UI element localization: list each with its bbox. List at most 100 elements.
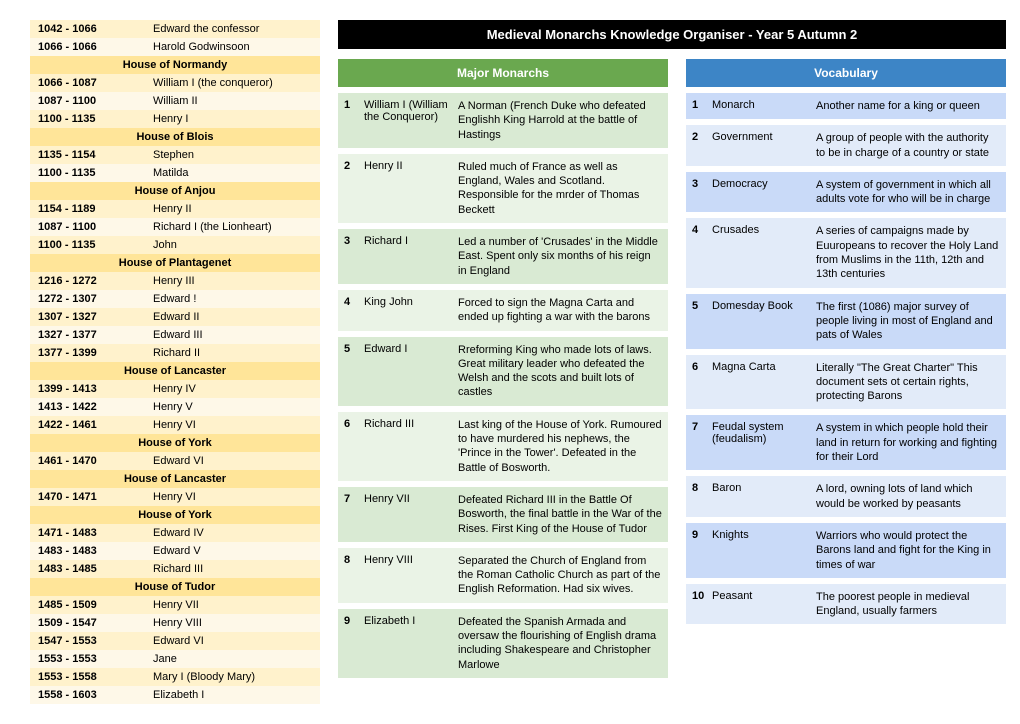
house-header: House of Tudor — [30, 578, 320, 596]
vocab-row: 3DemocracyA system of government in whic… — [686, 172, 1006, 213]
row-term: Henry II — [364, 154, 454, 178]
monarch-row: 4King JohnForced to sign the Magna Carta… — [338, 290, 668, 331]
timeline-name: Edward VI — [153, 635, 312, 647]
timeline-name: Henry II — [153, 203, 312, 215]
row-number: 9 — [338, 609, 364, 633]
row-description: Last king of the House of York. Rumoured… — [454, 412, 668, 481]
timeline-years: 1327 - 1377 — [38, 329, 153, 341]
timeline-years: 1042 - 1066 — [38, 23, 153, 35]
timeline-name: Henry IV — [153, 383, 312, 395]
timeline-years: 1066 - 1066 — [38, 41, 153, 53]
row-number: 4 — [686, 218, 712, 242]
timeline-years: 1100 - 1135 — [38, 113, 153, 125]
timeline-row: 1470 - 1471Henry VI — [30, 488, 320, 506]
timeline-row: 1087 - 1100Richard I (the Lionheart) — [30, 218, 320, 236]
timeline-row: 1553 - 1558Mary I (Bloody Mary) — [30, 668, 320, 686]
timeline-name: William II — [153, 95, 312, 107]
timeline-row: 1558 - 1603Elizabeth I — [30, 686, 320, 704]
timeline-row: 1087 - 1100William II — [30, 92, 320, 110]
row-description: Rreforming King who made lots of laws. G… — [454, 337, 668, 406]
timeline-years: 1509 - 1547 — [38, 617, 153, 629]
row-description: Warriors who would protect the Barons la… — [812, 523, 1006, 578]
row-number: 8 — [686, 476, 712, 500]
row-description: Defeated the Spanish Armada and oversaw … — [454, 609, 668, 678]
row-term: Magna Carta — [712, 355, 812, 379]
row-number: 2 — [686, 125, 712, 149]
vocab-row: 1MonarchAnother name for a king or queen — [686, 93, 1006, 119]
vocab-row: 4CrusadesA series of campaigns made by E… — [686, 218, 1006, 287]
row-description: Literally "The Great Charter" This docum… — [812, 355, 1006, 410]
row-number: 10 — [686, 584, 712, 608]
timeline-name: Edward VI — [153, 455, 312, 467]
row-description: Defeated Richard III in the Battle Of Bo… — [454, 487, 668, 542]
row-term: Henry VIII — [364, 548, 454, 572]
row-term: Democracy — [712, 172, 812, 196]
vocab-row: 5Domesday BookThe first (1086) major sur… — [686, 294, 1006, 349]
timeline-row: 1399 - 1413Henry IV — [30, 380, 320, 398]
timeline-years: 1100 - 1135 — [38, 239, 153, 251]
timeline-years: 1471 - 1483 — [38, 527, 153, 539]
row-term: Baron — [712, 476, 812, 500]
monarch-row: 6Richard IIILast king of the House of Yo… — [338, 412, 668, 481]
timeline-years: 1461 - 1470 — [38, 455, 153, 467]
house-header: House of Blois — [30, 128, 320, 146]
timeline-row: 1307 - 1327Edward II — [30, 308, 320, 326]
house-header: House of Lancaster — [30, 470, 320, 488]
vocab-row: 6Magna CartaLiterally "The Great Charter… — [686, 355, 1006, 410]
house-header: House of York — [30, 506, 320, 524]
timeline-row: 1216 - 1272Henry III — [30, 272, 320, 290]
row-description: The poorest people in medieval England, … — [812, 584, 1006, 625]
timeline-name: Henry VII — [153, 599, 312, 611]
timeline-row: 1377 - 1399Richard II — [30, 344, 320, 362]
row-number: 7 — [338, 487, 364, 511]
timeline-name: John — [153, 239, 312, 251]
timeline-name: Henry V — [153, 401, 312, 413]
timeline-name: Harold Godwinsoon — [153, 41, 312, 53]
timeline-row: 1422 - 1461Henry VI — [30, 416, 320, 434]
vocab-row: 9KnightsWarriors who would protect the B… — [686, 523, 1006, 578]
timeline-years: 1216 - 1272 — [38, 275, 153, 287]
row-description: Forced to sign the Magna Carta and ended… — [454, 290, 668, 331]
timeline-years: 1422 - 1461 — [38, 419, 153, 431]
timeline-years: 1553 - 1558 — [38, 671, 153, 683]
monarch-row: 7Henry VIIDefeated Richard III in the Ba… — [338, 487, 668, 542]
timeline-name: Edward IV — [153, 527, 312, 539]
row-term: Feudal system (feudalism) — [712, 415, 812, 451]
monarch-row: 8Henry VIIISeparated the Church of Engla… — [338, 548, 668, 603]
timeline-years: 1307 - 1327 — [38, 311, 153, 323]
timeline-row: 1413 - 1422Henry V — [30, 398, 320, 416]
row-term: Monarch — [712, 93, 812, 117]
timeline-column: 1042 - 1066Edward the confessor1066 - 10… — [30, 20, 320, 704]
timeline-name: Edward V — [153, 545, 312, 557]
timeline-name: Mary I (Bloody Mary) — [153, 671, 312, 683]
house-header: House of Lancaster — [30, 362, 320, 380]
row-number: 9 — [686, 523, 712, 547]
timeline-years: 1154 - 1189 — [38, 203, 153, 215]
timeline-years: 1100 - 1135 — [38, 167, 153, 179]
timeline-years: 1483 - 1485 — [38, 563, 153, 575]
timeline-row: 1100 - 1135Matilda — [30, 164, 320, 182]
timeline-row: 1485 - 1509Henry VII — [30, 596, 320, 614]
vocab-row: 10PeasantThe poorest people in medieval … — [686, 584, 1006, 625]
timeline-years: 1377 - 1399 — [38, 347, 153, 359]
timeline-row: 1135 - 1154Stephen — [30, 146, 320, 164]
row-term: Crusades — [712, 218, 812, 242]
house-header: House of York — [30, 434, 320, 452]
row-description: Led a number of 'Crusades' in the Middle… — [454, 229, 668, 284]
timeline-name: Henry I — [153, 113, 312, 125]
row-number: 1 — [686, 93, 712, 117]
timeline-row: 1066 - 1087William I (the conqueror) — [30, 74, 320, 92]
timeline-row: 1553 - 1553Jane — [30, 650, 320, 668]
timeline-name: Richard I (the Lionheart) — [153, 221, 312, 233]
row-description: Another name for a king or queen — [812, 93, 1006, 119]
monarchs-header: Major Monarchs — [338, 59, 668, 87]
row-term: Knights — [712, 523, 812, 547]
timeline-row: 1327 - 1377Edward III — [30, 326, 320, 344]
timeline-years: 1087 - 1100 — [38, 221, 153, 233]
timeline-row: 1509 - 1547Henry VIII — [30, 614, 320, 632]
timeline-years: 1483 - 1483 — [38, 545, 153, 557]
timeline-row: 1100 - 1135Henry I — [30, 110, 320, 128]
timeline-name: Henry III — [153, 275, 312, 287]
timeline-row: 1471 - 1483Edward IV — [30, 524, 320, 542]
monarch-row: 3Richard ILed a number of 'Crusades' in … — [338, 229, 668, 284]
